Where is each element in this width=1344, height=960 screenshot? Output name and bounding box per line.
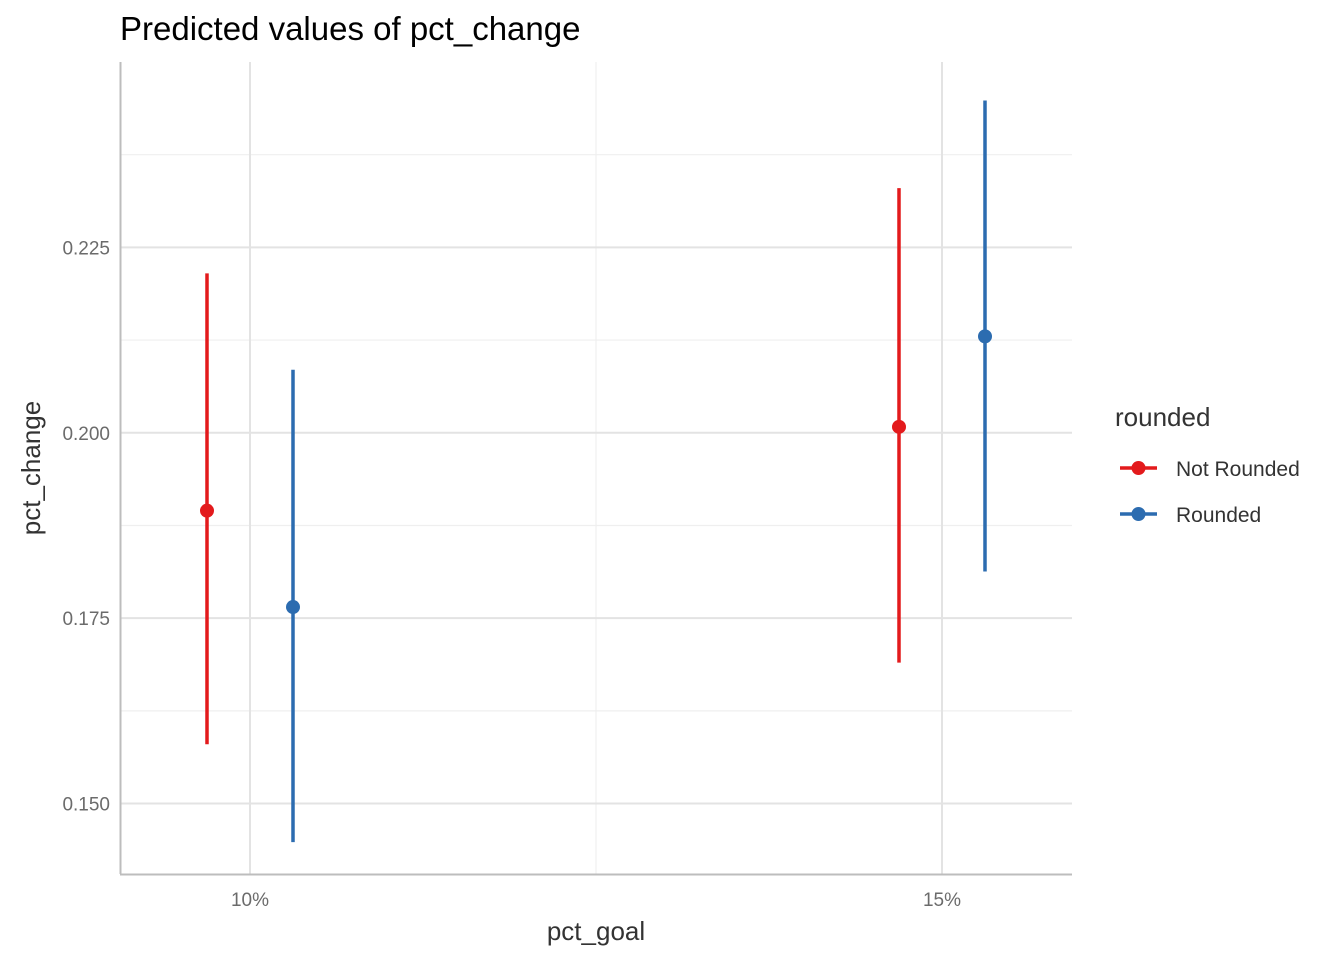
legend-item: Not Rounded	[1120, 458, 1300, 481]
legend-key-point	[1131, 461, 1146, 475]
y-tick-label: 0.200	[62, 424, 110, 445]
data-point	[200, 503, 214, 518]
y-tick-label: 0.225	[62, 238, 110, 259]
legend-label: Not Rounded	[1176, 458, 1300, 481]
data-point	[286, 600, 300, 615]
chart-title: Predicted values of pct_change	[120, 10, 580, 47]
x-axis-title: pct_goal	[547, 916, 645, 946]
x-tick-labels: 10% 15%	[231, 890, 961, 911]
legend-item: Rounded	[1120, 504, 1261, 527]
legend-key-point	[1131, 507, 1146, 521]
y-axis-title: pct_change	[16, 401, 46, 535]
grid-minor	[120, 62, 1072, 874]
grid-major	[120, 62, 1072, 874]
data-point	[978, 329, 992, 344]
legend: rounded Not Rounded Rounded	[1115, 402, 1300, 527]
data-marks	[200, 100, 992, 843]
legend-label: Rounded	[1176, 504, 1261, 527]
y-tick-label: 0.150	[62, 795, 110, 816]
x-tick-label: 10%	[231, 890, 269, 911]
y-tick-labels: 0.150 0.175 0.200 0.225	[62, 238, 110, 815]
x-tick-label: 15%	[923, 890, 961, 911]
y-tick-label: 0.175	[62, 609, 110, 630]
legend-items: Not Rounded Rounded	[1120, 458, 1300, 527]
legend-title: rounded	[1115, 402, 1210, 432]
data-point	[892, 419, 906, 434]
